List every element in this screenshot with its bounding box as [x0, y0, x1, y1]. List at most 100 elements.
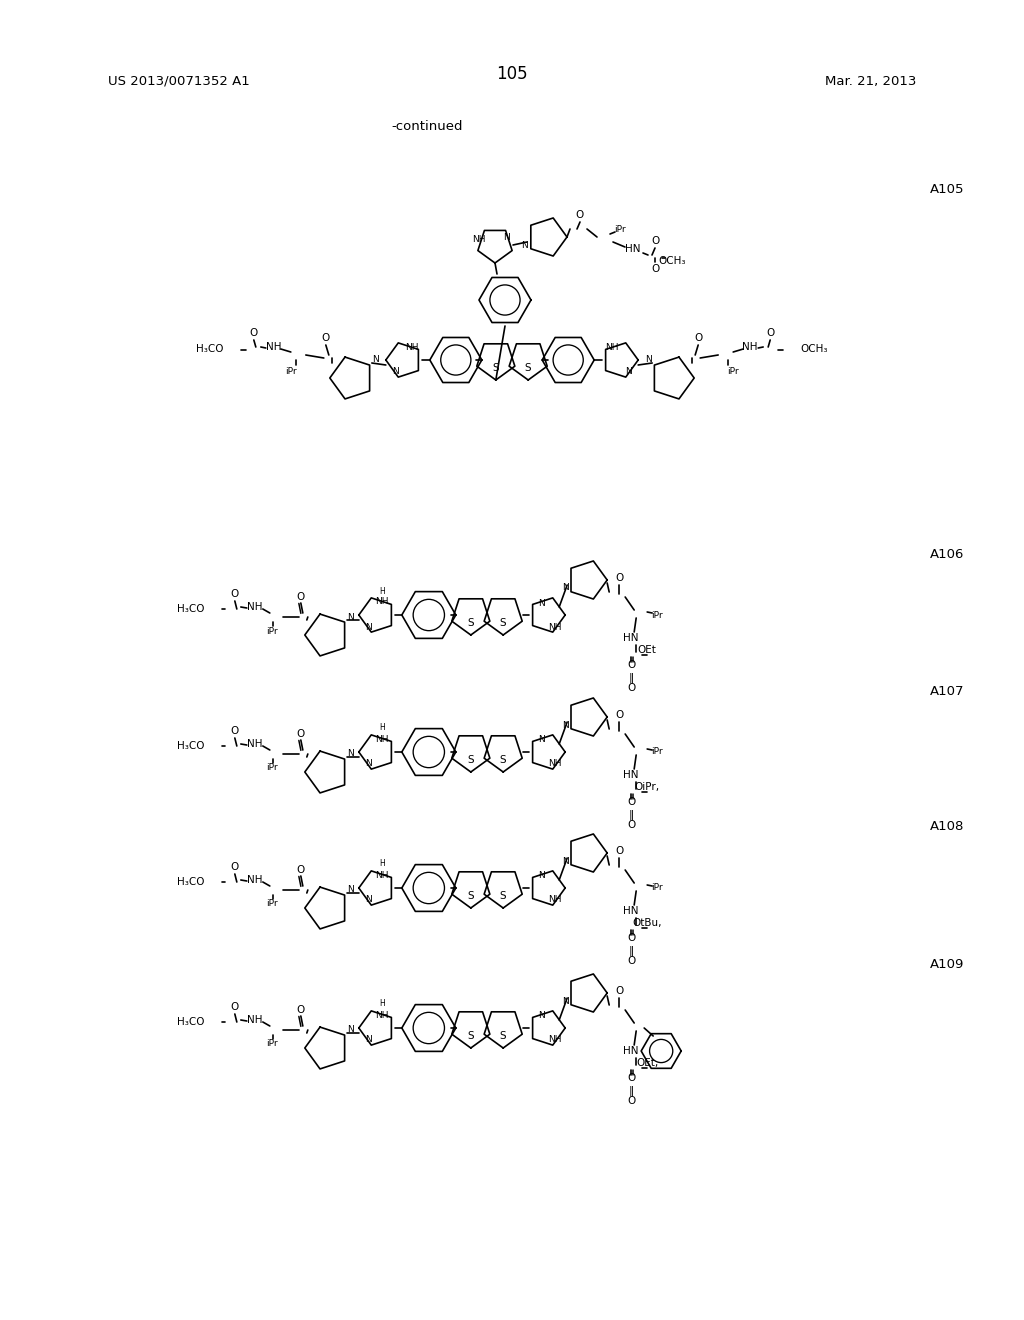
- Text: iPr: iPr: [266, 627, 278, 635]
- Text: -continued: -continued: [391, 120, 463, 133]
- Text: iPr: iPr: [266, 1040, 278, 1048]
- Text: O: O: [230, 1002, 239, 1012]
- Text: NH: NH: [247, 1015, 262, 1026]
- Text: H: H: [379, 859, 385, 869]
- Text: A107: A107: [930, 685, 965, 698]
- Text: O: O: [627, 682, 635, 693]
- Text: H₃CO: H₃CO: [197, 345, 224, 354]
- Text: O: O: [575, 210, 584, 220]
- Text: O: O: [230, 862, 239, 873]
- Text: NH: NH: [375, 734, 388, 743]
- Text: N: N: [504, 232, 510, 242]
- Text: OEt: OEt: [638, 645, 656, 655]
- Text: ‖: ‖: [629, 673, 634, 684]
- Text: S: S: [468, 755, 474, 766]
- Text: O: O: [627, 820, 635, 830]
- Text: NH: NH: [375, 1011, 388, 1019]
- Text: iPr: iPr: [651, 883, 663, 892]
- Text: O: O: [297, 729, 305, 739]
- Text: S: S: [493, 363, 499, 374]
- Text: O: O: [297, 591, 305, 602]
- Text: S: S: [500, 1031, 507, 1041]
- Text: OiPr,: OiPr,: [635, 781, 659, 792]
- Text: O: O: [615, 710, 624, 719]
- Text: H₃CO: H₃CO: [177, 605, 205, 614]
- Text: OCH₃: OCH₃: [658, 256, 686, 267]
- Text: O: O: [651, 264, 659, 275]
- Text: Mar. 21, 2013: Mar. 21, 2013: [824, 75, 916, 88]
- Text: H₃CO: H₃CO: [177, 1016, 205, 1027]
- Text: N: N: [562, 997, 568, 1006]
- Text: O: O: [615, 573, 624, 583]
- Text: HN: HN: [624, 906, 639, 916]
- Text: H: H: [379, 586, 385, 595]
- Text: N: N: [538, 735, 545, 744]
- Text: H: H: [379, 723, 385, 733]
- Text: O: O: [230, 589, 239, 599]
- Text: N: N: [562, 721, 568, 730]
- Text: H₃CO: H₃CO: [177, 876, 205, 887]
- Text: N: N: [347, 750, 354, 759]
- Text: NH: NH: [549, 895, 562, 904]
- Text: S: S: [468, 891, 474, 902]
- Text: O: O: [297, 865, 305, 875]
- Text: iPr: iPr: [266, 899, 278, 908]
- Text: N: N: [392, 367, 399, 376]
- Text: N: N: [562, 857, 568, 866]
- Text: N: N: [521, 240, 528, 249]
- Text: H: H: [379, 999, 385, 1008]
- Text: A106: A106: [930, 548, 965, 561]
- Text: ‖: ‖: [629, 945, 634, 956]
- Text: N: N: [562, 583, 568, 593]
- Text: O: O: [627, 1096, 635, 1106]
- Text: O: O: [615, 846, 624, 855]
- Text: HN: HN: [624, 1045, 639, 1056]
- Text: N: N: [538, 871, 545, 880]
- Text: NH: NH: [247, 602, 262, 612]
- Text: NH: NH: [549, 1035, 562, 1044]
- Text: iPr: iPr: [727, 367, 739, 375]
- Text: N: N: [347, 886, 354, 895]
- Text: O: O: [651, 236, 659, 246]
- Text: N: N: [366, 759, 372, 768]
- Text: A108: A108: [930, 820, 965, 833]
- Text: NH: NH: [549, 623, 562, 631]
- Text: O: O: [230, 726, 239, 737]
- Text: HN: HN: [624, 634, 639, 643]
- Text: HN: HN: [624, 770, 639, 780]
- Text: O: O: [627, 956, 635, 966]
- Text: iPr: iPr: [266, 763, 278, 772]
- Text: S: S: [468, 1031, 474, 1041]
- Text: S: S: [468, 618, 474, 628]
- Text: NH: NH: [406, 343, 419, 352]
- Text: iPr: iPr: [285, 367, 297, 375]
- Text: O: O: [250, 327, 258, 338]
- Text: NH: NH: [266, 342, 282, 352]
- Text: OCH₃: OCH₃: [800, 345, 827, 354]
- Text: ‖: ‖: [629, 809, 634, 820]
- Text: N: N: [538, 1011, 545, 1020]
- Text: NH: NH: [247, 739, 262, 748]
- Text: ‖: ‖: [629, 1086, 634, 1096]
- Text: O: O: [627, 797, 635, 807]
- Text: O: O: [766, 327, 774, 338]
- Text: S: S: [500, 891, 507, 902]
- Text: US 2013/0071352 A1: US 2013/0071352 A1: [108, 75, 250, 88]
- Text: N: N: [645, 355, 651, 364]
- Text: NH: NH: [549, 759, 562, 768]
- Text: NH: NH: [742, 342, 758, 352]
- Text: iPr: iPr: [651, 747, 663, 756]
- Text: N: N: [366, 1035, 372, 1044]
- Text: iPr: iPr: [614, 224, 626, 234]
- Text: NH: NH: [472, 235, 485, 244]
- Text: N: N: [366, 895, 372, 904]
- Text: O: O: [694, 333, 702, 343]
- Text: NH: NH: [605, 343, 618, 352]
- Text: A109: A109: [930, 958, 965, 972]
- Text: N: N: [373, 355, 379, 364]
- Text: HN: HN: [626, 244, 641, 253]
- Text: iPr: iPr: [651, 610, 663, 619]
- Text: N: N: [625, 367, 632, 376]
- Text: OtBu,: OtBu,: [633, 917, 662, 928]
- Text: O: O: [627, 933, 635, 942]
